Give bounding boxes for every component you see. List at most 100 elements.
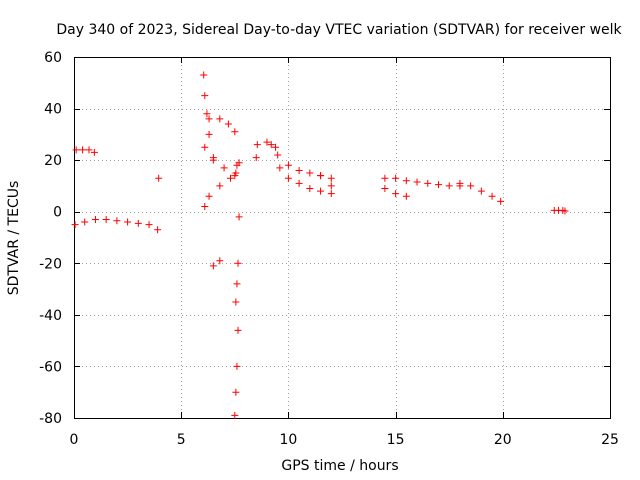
data-point [477,187,485,195]
data-points [71,71,569,419]
data-point [90,148,98,156]
data-point [561,207,569,215]
series-arc-a2 [71,215,99,229]
data-point [201,203,209,211]
data-point [201,92,209,100]
data-point [267,141,275,149]
data-point [274,151,282,159]
series-arc-a1 [72,146,98,156]
data-point [381,174,389,182]
series-arc-g2 [276,164,335,198]
series-arc-f2 [263,138,280,151]
data-point [392,190,400,198]
series-arc-d3 [201,169,240,211]
data-point [224,120,232,128]
y-tick-label: -20 [39,256,62,272]
x-tick-label: 25 [601,432,619,448]
data-point [327,182,335,190]
data-point [327,190,335,198]
y-tick-label: -60 [39,359,62,375]
series-arc-d4 [205,115,239,136]
data-point [85,146,93,154]
data-point [200,71,208,79]
data-point [317,187,325,195]
data-point [306,169,314,177]
y-tick-label: 0 [53,205,62,221]
data-point [235,159,243,167]
x-tick-labels: 0 5 10 15 20 25 [70,432,619,448]
chart-title: Day 340 of 2023, Sidereal Day-to-day VTE… [56,22,622,38]
data-point [209,154,217,162]
data-point [145,221,153,229]
data-point [413,178,421,186]
data-point [227,174,235,182]
y-tick-label: 20 [44,153,62,169]
data-point [91,215,99,223]
x-tick-label: 20 [494,432,512,448]
series-arc-i [550,206,569,215]
data-point [201,143,209,151]
data-point [232,298,240,306]
data-point [252,154,260,162]
data-point [276,164,284,172]
y-axis-label: SDTVAR / TECUs [6,181,22,296]
series-arc-h3 [456,179,505,205]
data-point [113,217,121,225]
data-point [295,166,303,174]
data-point [134,219,142,227]
data-point [72,146,80,154]
data-point [235,213,243,221]
series-arc-h1 [381,174,464,190]
data-point [445,182,453,190]
data-point [233,280,241,288]
data-point [253,141,261,149]
data-point [467,182,475,190]
data-point [231,411,239,419]
data-point [381,185,389,193]
data-point [205,192,213,200]
x-axis-label: GPS time / hours [281,458,398,474]
y-tick-label: 40 [44,102,62,118]
data-point [124,218,132,226]
data-point [327,174,335,182]
y-tick-label: 60 [44,50,62,66]
data-point [497,197,505,205]
data-point [434,181,442,189]
y-tick-label: -40 [39,308,62,324]
data-point [232,169,240,177]
data-point [216,257,224,265]
data-point [392,174,400,182]
data-point [424,179,432,187]
x-tick-label: 5 [177,432,186,448]
grid-lines [74,57,610,418]
series-arc-b [102,215,162,234]
data-point [234,326,242,334]
data-point [155,174,163,182]
data-point [232,388,240,396]
data-point [234,259,242,267]
series-arc-h2 [381,185,410,200]
plot-frame [74,57,611,419]
series-arc-d2 [201,143,239,180]
data-point [284,161,292,169]
series-arc-e2 [231,326,242,419]
data-point [205,130,213,138]
data-point [216,115,224,123]
x-tick-label: 15 [387,432,405,448]
data-point [71,221,79,229]
series-arc-g3 [317,172,335,190]
data-point [233,362,241,370]
series-arc-c [155,174,163,182]
data-point [456,179,464,187]
data-point [203,110,211,118]
data-point [306,185,314,193]
data-point [317,172,325,180]
series-arc-f1 [252,141,261,162]
data-point [154,226,162,234]
data-point [205,115,213,123]
data-point [402,192,410,200]
series-arc-e3 [233,159,243,169]
data-point [295,179,303,187]
y-tick-labels: -80 -60 -40 -20 0 20 40 60 [39,50,62,427]
